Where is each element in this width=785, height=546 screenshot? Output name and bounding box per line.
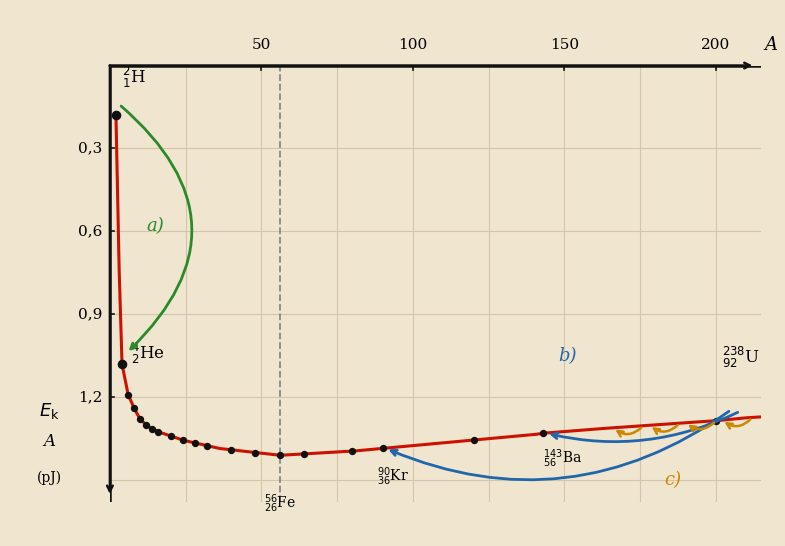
Text: A: A <box>43 433 55 450</box>
Point <box>146 425 159 434</box>
Text: 0,6: 0,6 <box>78 224 102 239</box>
Text: 100: 100 <box>398 38 428 52</box>
Text: 1,2: 1,2 <box>78 390 102 404</box>
Point <box>115 360 128 369</box>
Point <box>128 404 141 413</box>
Point <box>225 446 237 454</box>
Text: $^{90}_{36}$Kr: $^{90}_{36}$Kr <box>377 465 408 488</box>
Point <box>201 441 214 450</box>
Point <box>273 451 286 460</box>
Point <box>164 431 177 440</box>
Text: c): c) <box>664 471 681 489</box>
Text: A: A <box>765 37 777 55</box>
Point <box>110 111 122 120</box>
Text: $E_\mathrm{k}$: $E_\mathrm{k}$ <box>39 401 60 421</box>
Point <box>376 444 389 453</box>
Text: b): b) <box>558 347 577 365</box>
Point <box>346 447 359 455</box>
Text: $^4_2$He: $^4_2$He <box>131 341 165 366</box>
Text: $^{143}_{56}$Ba: $^{143}_{56}$Ba <box>543 447 582 470</box>
Point <box>710 417 722 425</box>
Text: 50: 50 <box>252 38 271 52</box>
Text: 0,3: 0,3 <box>78 141 102 156</box>
Point <box>110 111 122 120</box>
Text: 200: 200 <box>701 38 731 52</box>
Point <box>134 415 147 424</box>
Text: a): a) <box>146 217 164 235</box>
Text: 150: 150 <box>550 38 579 52</box>
Text: (pJ): (pJ) <box>37 470 62 485</box>
Text: 0,9: 0,9 <box>78 307 102 322</box>
Point <box>177 436 189 444</box>
Text: $^{238}_{92}$U: $^{238}_{92}$U <box>722 345 760 370</box>
Text: $^{56}_{26}$Fe: $^{56}_{26}$Fe <box>264 492 296 515</box>
Point <box>152 428 165 436</box>
Point <box>537 429 550 437</box>
Point <box>140 420 152 429</box>
Text: $^2_1$H: $^2_1$H <box>122 66 146 91</box>
Point <box>249 448 261 457</box>
Point <box>298 449 310 458</box>
Point <box>467 436 480 444</box>
Point <box>122 390 134 399</box>
Point <box>188 438 201 447</box>
Point <box>115 360 128 369</box>
